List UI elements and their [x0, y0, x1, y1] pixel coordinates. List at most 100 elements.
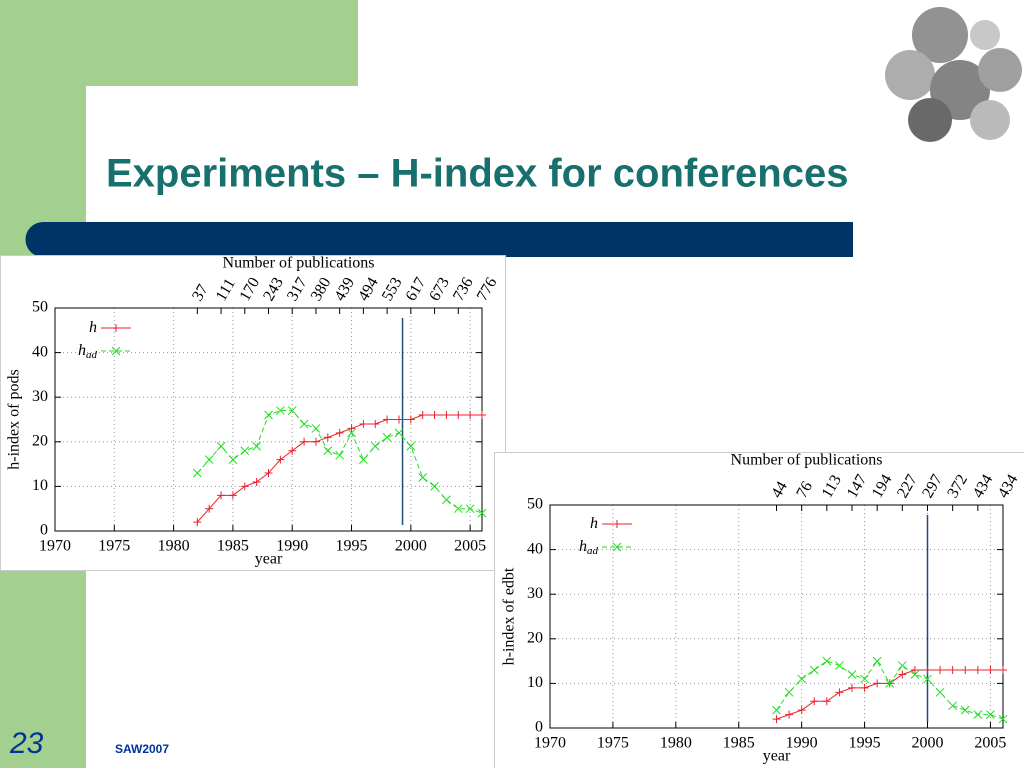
- y-axis-title: h-index of edbt: [501, 567, 518, 665]
- marker: [848, 683, 856, 692]
- marker: [111, 346, 121, 356]
- legend-name: h: [579, 538, 587, 555]
- marker: [898, 670, 907, 679]
- plot-frame: [54, 307, 483, 532]
- marker: [873, 679, 882, 688]
- marker: [216, 441, 226, 451]
- x-tick-label: 1970: [534, 735, 566, 752]
- marker: [973, 710, 983, 719]
- y-tick-label: 30: [32, 388, 48, 405]
- marker: [772, 715, 781, 724]
- marker: [382, 432, 392, 442]
- x-axis-title: year: [255, 551, 283, 568]
- y-tick-label: 0: [535, 719, 543, 736]
- top-axis-title: Number of publications: [223, 255, 375, 272]
- marker: [465, 504, 475, 514]
- marker: [359, 455, 368, 464]
- x-tick-label: 1980: [660, 735, 692, 752]
- marker: [347, 428, 356, 438]
- marker: [847, 670, 857, 679]
- marker: [300, 437, 309, 446]
- x-tick-label: 2005: [974, 735, 1006, 752]
- legend-label: had: [579, 538, 599, 557]
- x-tick-label: 2000: [912, 735, 944, 752]
- marker: [347, 424, 356, 433]
- marker: [418, 473, 428, 482]
- chart-frame: [494, 452, 1024, 768]
- marker: [860, 683, 869, 692]
- x-tick-label: 1975: [597, 735, 629, 752]
- marker: [370, 441, 380, 451]
- legend-label: had: [78, 342, 98, 361]
- marker: [406, 441, 416, 451]
- marker: [998, 714, 1008, 724]
- marker: [822, 697, 831, 706]
- marker: [935, 687, 945, 697]
- marker: [478, 411, 486, 420]
- chart-frame: [0, 255, 506, 571]
- marker: [960, 705, 970, 715]
- marker: [193, 518, 202, 527]
- marker: [885, 679, 895, 688]
- marker: [477, 508, 487, 518]
- x-tick-label: 2005: [454, 538, 486, 555]
- top-tick-label: 37: [189, 282, 212, 304]
- top-tick-label: 76: [793, 479, 816, 501]
- marker: [228, 491, 237, 500]
- y-tick-label: 50: [527, 496, 543, 513]
- marker: [418, 411, 427, 420]
- top-tick-label: 44: [768, 479, 791, 501]
- legend-subscript: ad: [86, 349, 98, 361]
- marker: [466, 411, 475, 420]
- plot-frame: [549, 504, 1004, 729]
- marker: [442, 495, 451, 505]
- marker: [264, 410, 273, 420]
- marker: [252, 477, 261, 486]
- marker: [454, 411, 463, 420]
- y-tick-label: 30: [527, 585, 543, 602]
- x-tick-label: 1990: [786, 735, 818, 752]
- x-tick-label: 1975: [98, 538, 130, 555]
- decor-image: [885, 7, 1022, 142]
- marker: [822, 656, 832, 666]
- x-tick-label: 1990: [276, 538, 308, 555]
- marker: [406, 415, 415, 424]
- x-tick-label: 1985: [217, 538, 249, 555]
- y-tick-label: 50: [32, 299, 48, 316]
- marker: [835, 661, 844, 670]
- x-axis-title: year: [763, 748, 791, 765]
- marker: [299, 419, 309, 429]
- slide-title: Experiments – H-index for conferences: [106, 152, 848, 196]
- y-tick-label: 10: [32, 477, 48, 494]
- marker: [371, 419, 380, 428]
- marker: [923, 674, 932, 684]
- marker: [948, 666, 957, 675]
- marker: [204, 455, 214, 464]
- marker: [784, 687, 794, 697]
- marker: [772, 705, 781, 715]
- marker: [986, 666, 995, 675]
- y-tick-label: 40: [32, 343, 48, 360]
- marker: [453, 504, 463, 514]
- legend-subscript: ad: [587, 545, 599, 557]
- marker: [612, 542, 622, 552]
- y-axis-title: h-index of pods: [6, 369, 23, 469]
- x-tick-label: 1970: [39, 538, 71, 555]
- y-tick-label: 20: [527, 629, 543, 646]
- y-tick-label: 20: [32, 432, 48, 449]
- marker: [430, 482, 439, 491]
- marker: [192, 468, 202, 478]
- marker: [112, 324, 120, 332]
- top-axis-title: Number of publications: [731, 452, 883, 469]
- marker: [205, 504, 214, 513]
- title-bar: [25, 222, 853, 257]
- marker: [910, 670, 920, 679]
- marker: [872, 656, 882, 666]
- x-tick-label: 1995: [336, 538, 368, 555]
- marker: [287, 406, 297, 415]
- marker: [613, 520, 621, 528]
- marker: [240, 446, 250, 456]
- marker: [323, 446, 333, 456]
- marker: [785, 710, 794, 719]
